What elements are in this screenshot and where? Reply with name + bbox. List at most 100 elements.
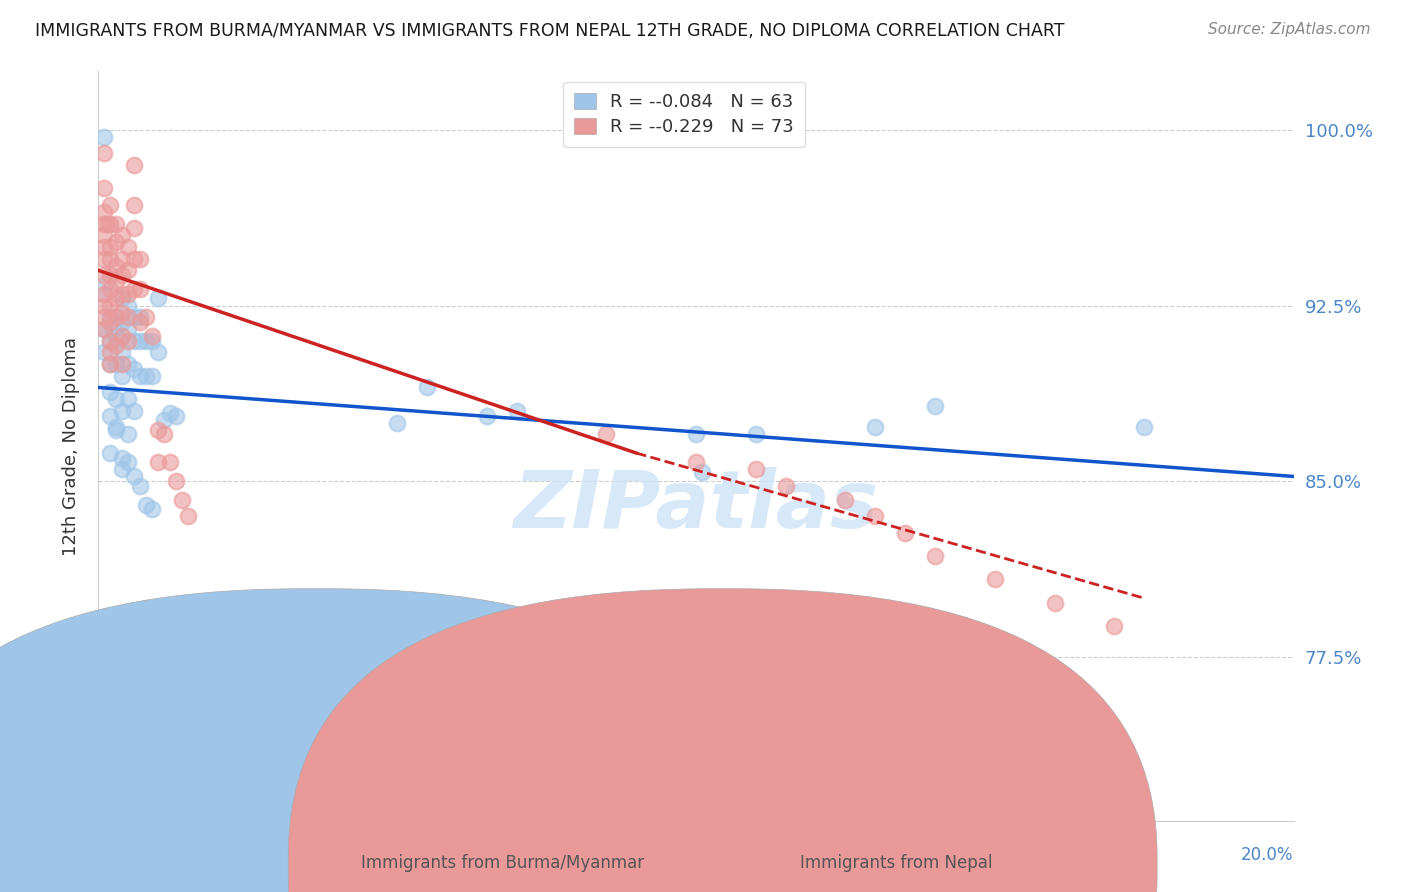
- Point: [105, 217, 128, 231]
- Point: [93, 286, 115, 301]
- Point: [98, 357, 122, 371]
- Point: [124, 252, 146, 266]
- Point: [105, 338, 128, 352]
- Point: [111, 268, 134, 282]
- Point: [894, 525, 917, 540]
- Point: [98, 446, 122, 460]
- Point: [117, 310, 139, 325]
- Point: [93, 310, 115, 325]
- Text: 0.0%: 0.0%: [98, 846, 141, 863]
- Point: [117, 240, 139, 254]
- Point: [135, 334, 157, 348]
- Point: [117, 298, 139, 312]
- Point: [93, 181, 115, 195]
- Point: [177, 509, 200, 524]
- Point: [135, 498, 157, 512]
- Point: [105, 310, 128, 325]
- Point: [148, 292, 170, 306]
- Point: [135, 368, 157, 383]
- Point: [93, 298, 115, 312]
- Point: [96, 217, 118, 231]
- Point: [117, 455, 139, 469]
- Point: [93, 217, 115, 231]
- Point: [1043, 596, 1066, 610]
- Point: [924, 549, 946, 563]
- Point: [98, 217, 122, 231]
- Point: [105, 420, 128, 434]
- Point: [834, 492, 856, 507]
- Point: [105, 329, 128, 343]
- Point: [685, 427, 707, 442]
- Point: [105, 292, 128, 306]
- Point: [93, 129, 115, 144]
- Point: [124, 361, 146, 376]
- Point: [98, 385, 122, 400]
- Point: [111, 404, 134, 418]
- Point: [129, 310, 152, 325]
- Point: [124, 310, 146, 325]
- Point: [103, 322, 125, 336]
- Point: [124, 221, 146, 235]
- Point: [141, 329, 163, 343]
- Point: [111, 462, 134, 476]
- Point: [385, 416, 409, 430]
- Point: [98, 357, 122, 371]
- Point: [105, 357, 128, 371]
- Point: [98, 268, 122, 282]
- Point: [124, 404, 146, 418]
- Point: [865, 420, 887, 434]
- Point: [93, 322, 115, 336]
- Point: [1104, 619, 1126, 633]
- Text: Immigrants from Burma/Myanmar: Immigrants from Burma/Myanmar: [340, 855, 644, 872]
- Point: [105, 275, 128, 289]
- Point: [105, 392, 128, 406]
- Point: [745, 462, 768, 476]
- Point: [105, 259, 128, 273]
- Point: [93, 146, 115, 161]
- Point: [111, 252, 134, 266]
- Point: [690, 465, 713, 479]
- Point: [475, 409, 498, 423]
- Point: [93, 322, 115, 336]
- Point: [117, 357, 139, 371]
- Text: ZIPatlas: ZIPatlas: [513, 467, 879, 545]
- Text: Immigrants from Nepal: Immigrants from Nepal: [779, 855, 993, 872]
- Point: [148, 455, 170, 469]
- Point: [124, 282, 146, 296]
- Point: [98, 345, 122, 359]
- Point: [93, 240, 115, 254]
- Point: [446, 755, 468, 769]
- Point: [1133, 420, 1156, 434]
- Point: [111, 368, 134, 383]
- Point: [595, 427, 617, 442]
- Text: 20.0%: 20.0%: [1241, 846, 1294, 863]
- Point: [93, 204, 115, 219]
- Point: [416, 380, 439, 394]
- Point: [98, 315, 122, 329]
- Point: [124, 158, 146, 172]
- Point: [165, 474, 187, 488]
- Point: [105, 423, 128, 437]
- Point: [93, 228, 115, 243]
- Point: [745, 427, 768, 442]
- Point: [117, 427, 139, 442]
- Point: [93, 345, 115, 359]
- Point: [129, 479, 152, 493]
- Point: [98, 282, 122, 296]
- Point: [98, 240, 122, 254]
- Point: [685, 455, 707, 469]
- Point: [117, 263, 139, 277]
- Point: [129, 315, 152, 329]
- Y-axis label: 12th Grade, No Diploma: 12th Grade, No Diploma: [62, 336, 80, 556]
- Legend: R = --0.084   N = 63, R = --0.229   N = 73: R = --0.084 N = 63, R = --0.229 N = 73: [564, 82, 804, 147]
- Point: [129, 282, 152, 296]
- Text: IMMIGRANTS FROM BURMA/MYANMAR VS IMMIGRANTS FROM NEPAL 12TH GRADE, NO DIPLOMA CO: IMMIGRANTS FROM BURMA/MYANMAR VS IMMIGRA…: [35, 22, 1064, 40]
- Point: [98, 334, 122, 348]
- Point: [108, 334, 131, 348]
- Point: [93, 268, 115, 282]
- Point: [159, 406, 181, 420]
- Point: [141, 368, 163, 383]
- Point: [98, 409, 122, 423]
- Point: [506, 404, 529, 418]
- Point: [111, 292, 134, 306]
